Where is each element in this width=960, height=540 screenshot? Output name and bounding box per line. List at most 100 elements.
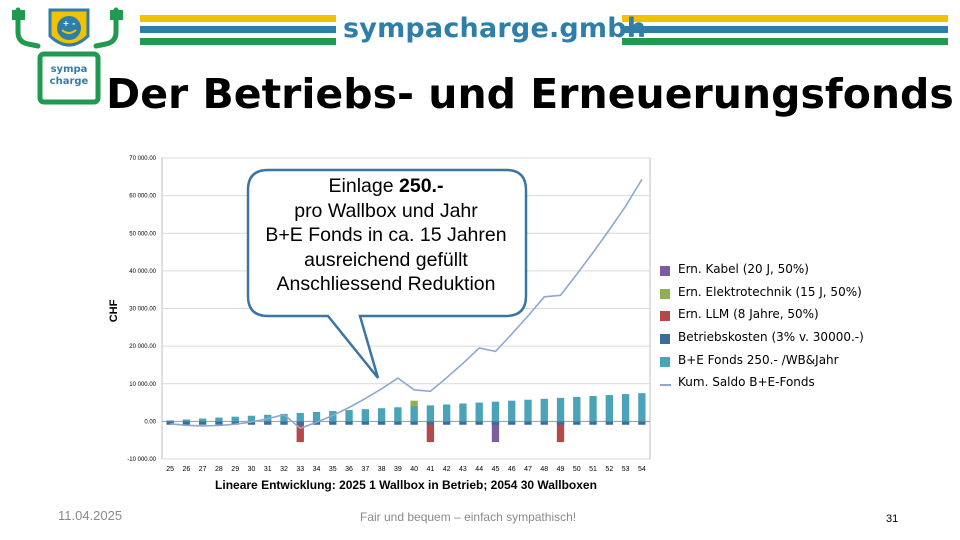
x-tick-label: 41 — [427, 466, 435, 473]
bar — [573, 421, 581, 425]
bar — [166, 421, 174, 425]
bar — [589, 395, 597, 422]
header-stripe-blue-left — [140, 26, 336, 33]
bar — [475, 402, 483, 422]
x-tick-label: 46 — [508, 466, 516, 473]
y-tick-label: 0.00 — [144, 419, 156, 425]
x-tick-label: 32 — [280, 466, 288, 473]
header-stripe-green-right — [622, 38, 948, 45]
logo-plus-minus: + - — [63, 19, 76, 28]
bar — [296, 421, 304, 443]
bar — [361, 409, 369, 422]
legend-line-saldo — [660, 384, 671, 387]
bar — [621, 394, 630, 422]
bar — [345, 410, 353, 422]
sympacharge-logo: + - sympa charge — [12, 7, 123, 105]
bar — [280, 413, 288, 422]
bar — [394, 421, 402, 425]
bar — [556, 421, 565, 425]
bar — [540, 421, 548, 425]
header-stripe-blue-right — [622, 26, 948, 33]
y-tick-label: 20 000.00 — [129, 344, 156, 350]
bar — [280, 421, 288, 425]
bar — [182, 419, 191, 422]
x-tick-label: 47 — [524, 466, 532, 473]
x-tick-label: 28 — [215, 466, 223, 473]
x-tick-label: 27 — [199, 466, 207, 473]
saldo-line — [170, 178, 643, 430]
bar — [621, 421, 630, 425]
bar — [459, 421, 467, 425]
bar — [556, 397, 565, 422]
callout-line3: B+E Fonds in ca. 15 Jahren — [265, 224, 507, 246]
x-tick-label: 37 — [361, 466, 369, 473]
bar — [605, 395, 613, 422]
y-tick-label: 50 000.00 — [129, 231, 156, 237]
bar — [329, 421, 337, 425]
bar — [508, 421, 516, 425]
x-tick-label: 25 — [166, 466, 174, 473]
x-tick-label: 30 — [248, 466, 256, 473]
callout-line5: Anschliessend Reduktion — [276, 273, 496, 295]
bar — [296, 412, 304, 422]
x-tick-label: 34 — [313, 466, 321, 473]
y-tick-label: 70 000.00 — [129, 156, 156, 162]
bar — [361, 421, 369, 425]
legend-label-betriebskosten: Betriebskosten (3% v. 30000.-) — [678, 330, 864, 345]
y-tick-label: 30 000.00 — [129, 307, 156, 313]
callout-text: Einlage 250.- pro Wallbox und Jahr B+E F… — [248, 174, 524, 297]
legend-swatch-fonds — [660, 356, 670, 367]
callout-line1-amount: 250.- — [399, 175, 444, 197]
bar — [231, 421, 239, 425]
bar — [556, 421, 565, 443]
bar — [296, 421, 304, 425]
header-stripe-yellow-right — [622, 15, 948, 22]
bar — [459, 403, 467, 422]
callout-bubble — [246, 168, 528, 379]
x-tick-label: 39 — [394, 466, 402, 473]
bar — [182, 421, 191, 425]
bar — [377, 408, 386, 422]
legend-swatch-llm — [660, 311, 670, 322]
callout-line1-prefix: Einlage — [328, 175, 399, 197]
bar — [508, 400, 516, 422]
x-tick-label: 50 — [573, 466, 581, 473]
y-tick-label: 40 000.00 — [129, 269, 156, 275]
bar — [247, 415, 256, 422]
bar — [231, 416, 239, 422]
footer-tagline: Fair und bequem – einfach sympathisch! — [360, 510, 577, 524]
x-tick-label: 44 — [475, 466, 483, 473]
bar — [215, 417, 223, 422]
x-tick-label: 43 — [459, 466, 467, 473]
header-stripe-green-left — [140, 38, 336, 45]
callout-line2: pro Wallbox und Jahr — [294, 199, 478, 222]
bar — [589, 421, 597, 425]
bar — [491, 421, 500, 443]
y-tick-label: -10 000.00 — [127, 457, 156, 463]
footer-date: 11.04.2025 — [58, 508, 123, 523]
logo-text-charge: charge — [50, 76, 89, 87]
legend-label-llm: Ern. LLM (8 Jahre, 50%) — [678, 307, 819, 322]
bar — [638, 393, 646, 422]
bar — [540, 398, 548, 422]
bar — [475, 421, 483, 425]
bar — [199, 421, 207, 425]
bar — [377, 421, 386, 425]
x-tick-label: 33 — [296, 466, 304, 473]
page-title: Der Betriebs- und Erneuerungsfonds — [106, 70, 954, 118]
bar — [264, 421, 272, 425]
legend-label-fonds: B+E Fonds 250.- /WB&Jahr — [678, 352, 839, 367]
bar — [426, 421, 435, 425]
legend-label-elektrotechnik: Ern. Elektrotechnik (15 J, 50%) — [678, 284, 862, 299]
bar — [443, 404, 451, 422]
header-stripe-yellow-left — [140, 15, 336, 22]
x-tick-label: 48 — [540, 466, 548, 473]
bar — [491, 421, 500, 425]
bar — [166, 420, 174, 422]
legend-label-kabel: Ern. Kabel (20 J, 50%) — [678, 262, 809, 276]
x-tick-label: 36 — [345, 466, 353, 473]
x-axis-label: Lineare Entwicklung: 2025 1 Wallbox in B… — [215, 478, 597, 492]
x-tick-label: 49 — [557, 466, 565, 473]
brand-name: sympacharge.gmbh — [343, 13, 647, 44]
